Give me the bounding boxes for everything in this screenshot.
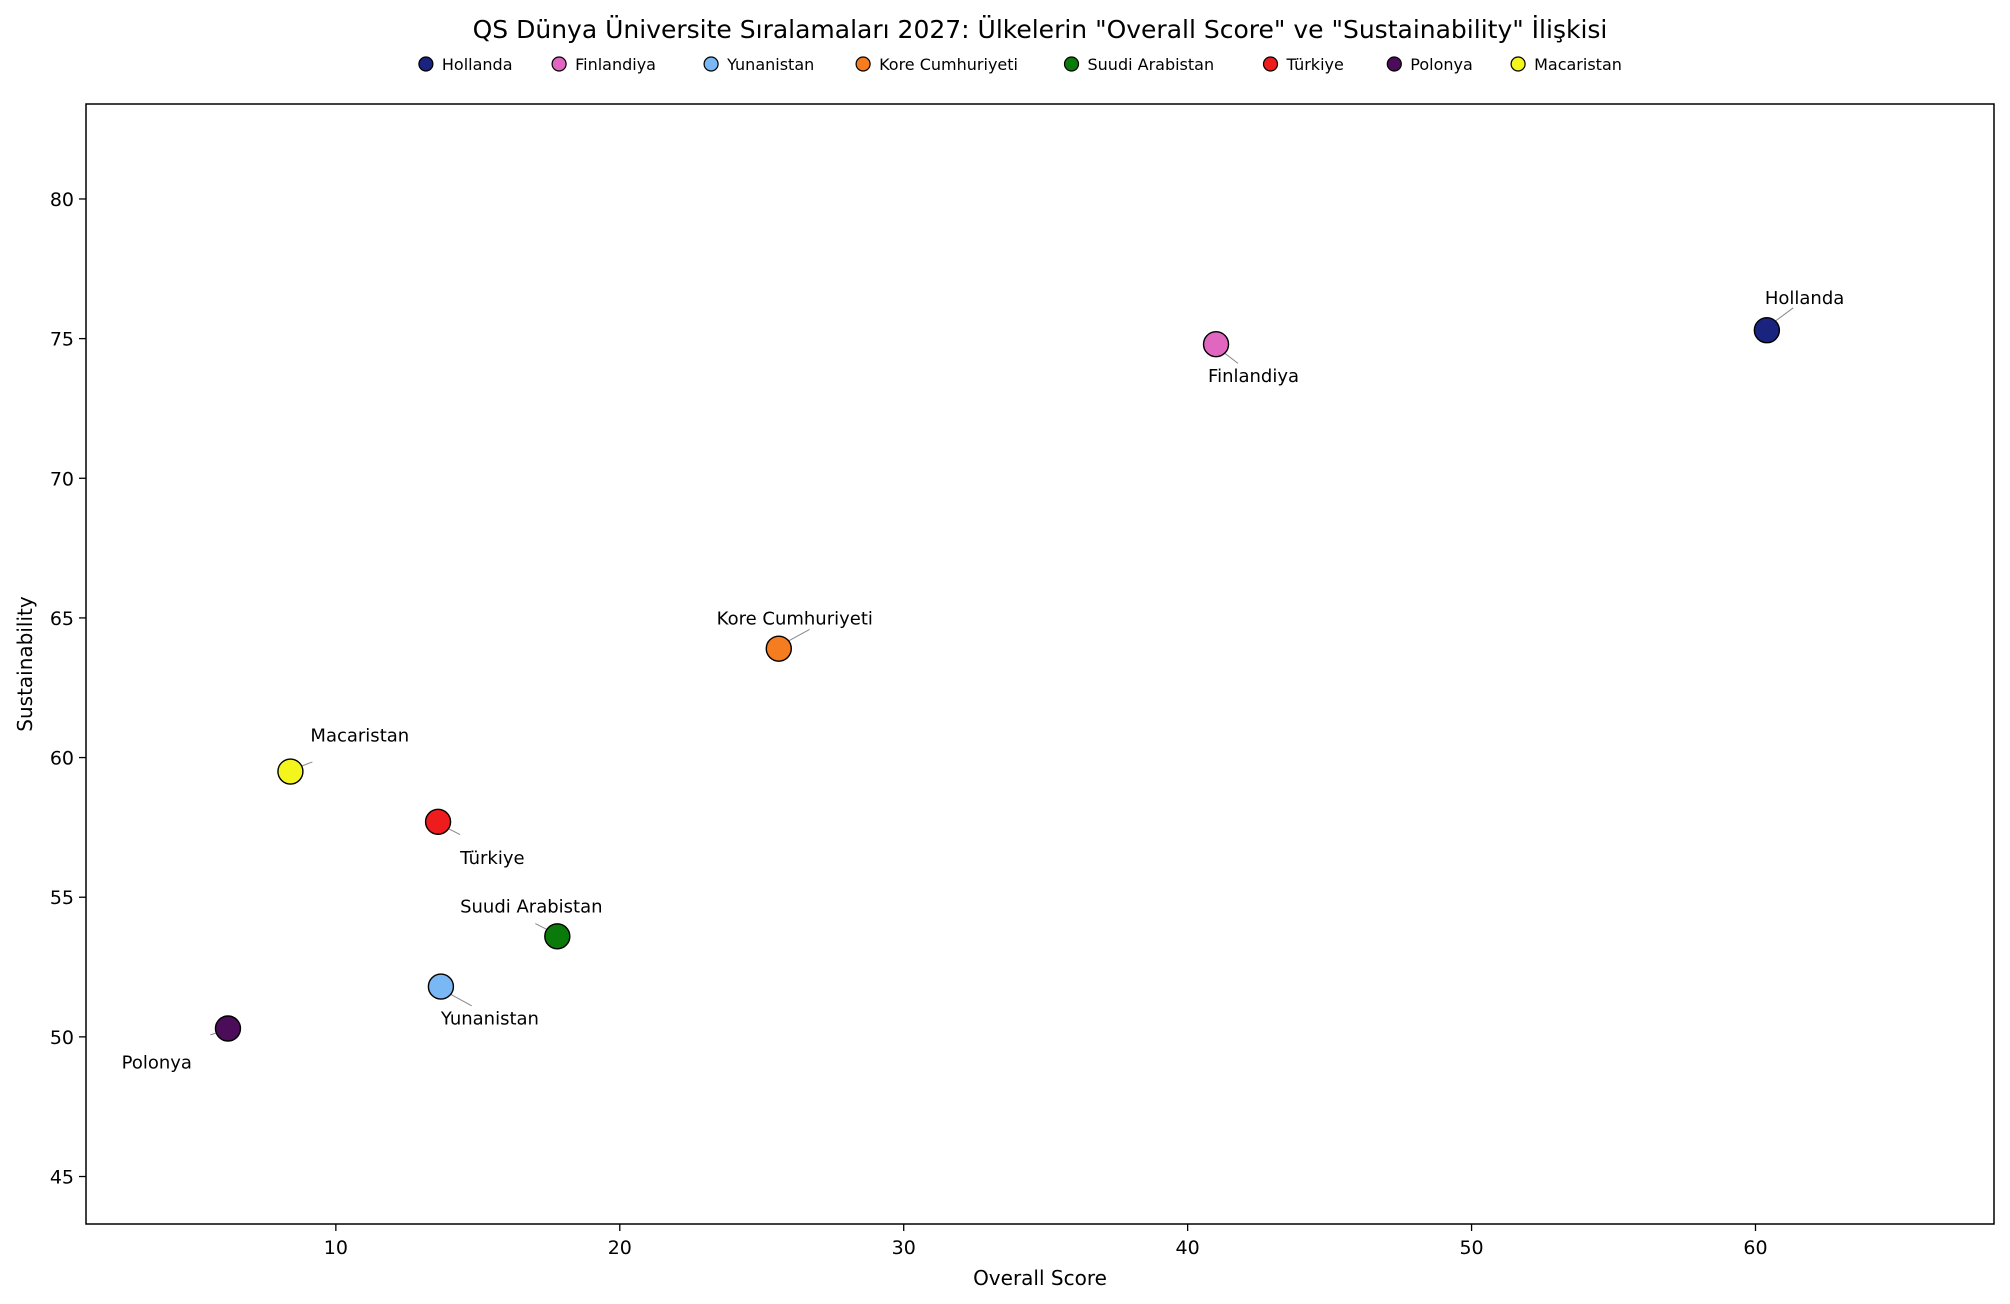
y-axis: 45 50 55 60 65 70 75 80 [50,189,86,1189]
legend-marker [703,56,719,72]
legend-label: Macaristan [1534,55,1622,74]
point-label: Macaristan [310,726,409,747]
y-tick-label: 65 [50,608,74,630]
data-point [277,758,304,785]
data-point [1202,330,1230,358]
data-point [424,808,452,836]
x-tick-label: 30 [892,1237,916,1259]
point-leader-line [448,992,472,1007]
data-point [1753,317,1781,344]
data-point [214,1015,242,1042]
y-tick-label: 70 [50,468,74,490]
legend-marker [1510,56,1526,72]
x-tick-label: 50 [1459,1237,1483,1259]
point-label: Yunanistan [440,1009,539,1030]
point-label: Finlandiya [1208,366,1299,387]
y-tick-label: 80 [50,189,74,211]
legend-label: Hollanda [442,55,513,74]
y-tick-label: 45 [50,1167,74,1189]
x-axis-label: Overall Score [973,1266,1107,1290]
legend-marker [855,56,871,72]
point-label: Polonya [122,1052,192,1073]
y-axis-label: Sustainability [13,596,37,732]
legend-label: Polonya [1410,55,1473,74]
legend-marker [1386,56,1402,72]
legend: Hollanda Finlandiya Yunanistan Kore Cumhuri… [418,55,1622,74]
plot-area [85,103,1995,1225]
legend-label: Suudi Arabistan [1088,55,1215,74]
chart-title: QS Dünya Üniversite Sıralamaları 2027: Ü… [473,15,1608,44]
point-label: Türkiye [459,848,524,869]
legend-label: Kore Cumhuriyeti [879,55,1018,74]
legend-marker [551,56,567,72]
x-tick-label: 40 [1176,1237,1200,1259]
data-point [427,973,455,1000]
y-tick-label: 60 [50,748,74,770]
legend-label: Yunanistan [726,55,814,74]
y-tick-label: 55 [50,887,74,909]
legend-marker [1063,56,1080,72]
legend-marker [1262,56,1279,72]
x-axis: 10 20 30 40 50 60 [324,1224,1768,1259]
legend-label: Finlandiya [575,55,656,74]
x-tick-label: 20 [608,1237,632,1259]
legend-label: Türkiye [1286,55,1344,74]
point-label: Hollanda [1765,288,1844,309]
data-points: Hollanda Finlandiya Yunanistan Kore Cumhuri… [122,288,1845,1073]
data-point [544,923,571,950]
point-label: Suudi Arabistan [460,896,602,917]
legend-marker [418,56,434,72]
y-tick-label: 75 [50,329,74,351]
data-point [765,635,792,662]
point-leader-line [786,628,810,643]
point-leader-line [1773,307,1794,323]
x-tick-label: 10 [324,1237,348,1259]
y-tick-label: 50 [50,1027,74,1049]
x-tick-label: 60 [1743,1237,1767,1259]
point-label: Kore Cumhuriyeti [717,609,873,630]
